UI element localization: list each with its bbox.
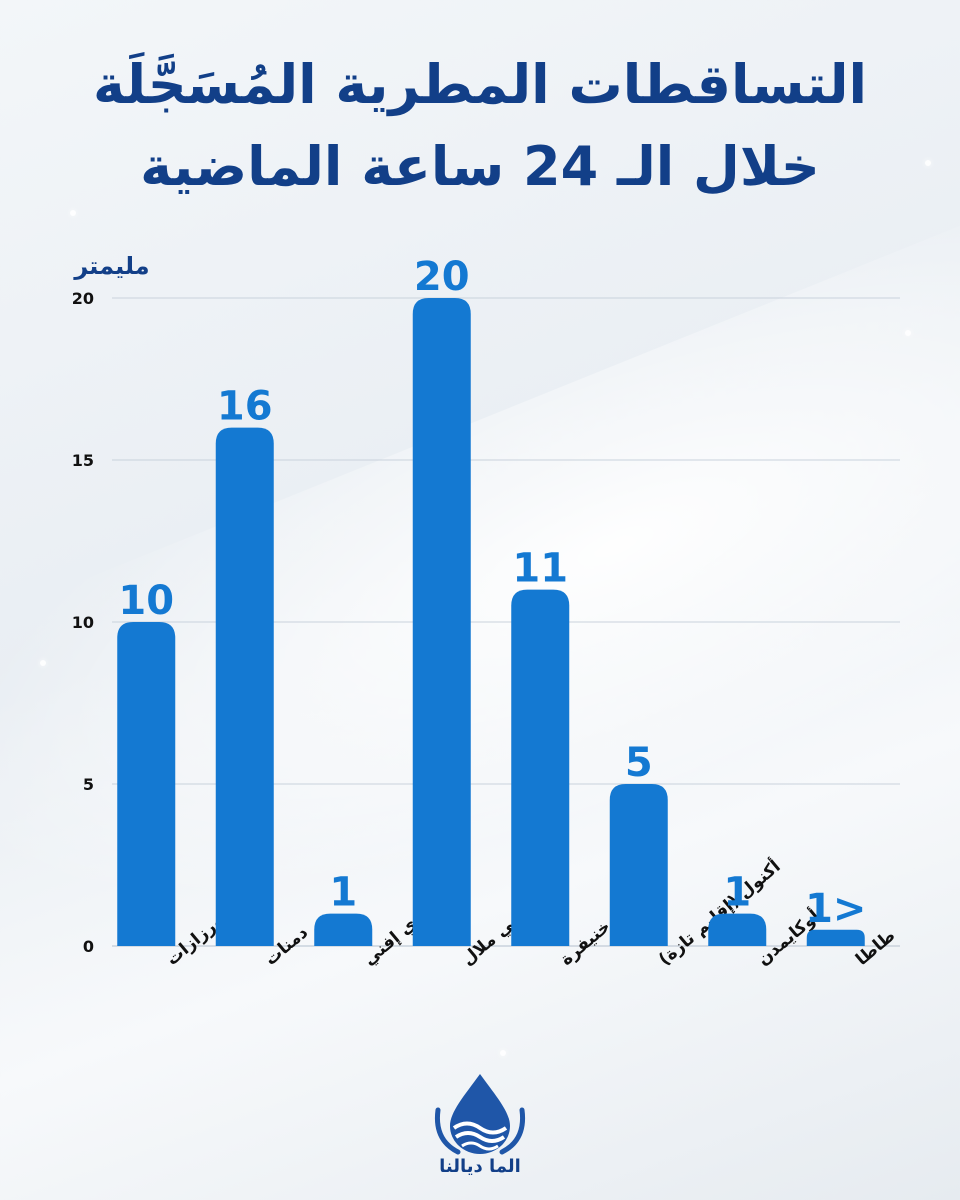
y-tick-label: 10 — [72, 613, 94, 632]
bar-1 — [117, 622, 176, 946]
brand-logo: الما ديالنا — [430, 1070, 530, 1180]
brand-logo-text: الما ديالنا — [439, 1156, 521, 1177]
bar-value-label: 1 — [329, 870, 357, 916]
background-sparkle — [500, 1050, 506, 1056]
bar-4 — [412, 298, 471, 946]
bar-value-label: 1 — [723, 870, 751, 916]
bar-8 — [806, 929, 865, 946]
y-tick-label: 0 — [83, 937, 94, 956]
chart-title-line-2: خلال الـ 24 ساعة الماضية — [140, 135, 820, 198]
background-sparkle — [70, 210, 76, 216]
bar-6 — [609, 784, 668, 946]
y-tick-label: 5 — [83, 775, 94, 794]
bar-7 — [708, 913, 767, 946]
bar-value-label: 16 — [217, 384, 273, 430]
background-sparkle — [925, 160, 931, 166]
background-sparkle — [40, 660, 46, 666]
bar-value-label: 10 — [118, 578, 174, 624]
bar-value-label: 11 — [512, 546, 568, 592]
chart-title-line-1: التساقطات المطرية المُسَجَّلَة — [92, 53, 867, 116]
bar-2 — [215, 427, 274, 947]
bar-value-label: 5 — [625, 740, 653, 786]
y-axis-unit-label: مليمتر — [74, 252, 150, 280]
y-tick-label: 15 — [72, 451, 94, 470]
bar-3 — [314, 913, 373, 946]
bar-value-label: 20 — [414, 254, 470, 300]
water-drop-logo-icon — [434, 1074, 526, 1155]
y-tick-label: 20 — [72, 289, 94, 308]
bar-value-label: 1> — [805, 886, 866, 932]
bar-5 — [511, 589, 570, 946]
background-sparkle — [905, 330, 911, 336]
